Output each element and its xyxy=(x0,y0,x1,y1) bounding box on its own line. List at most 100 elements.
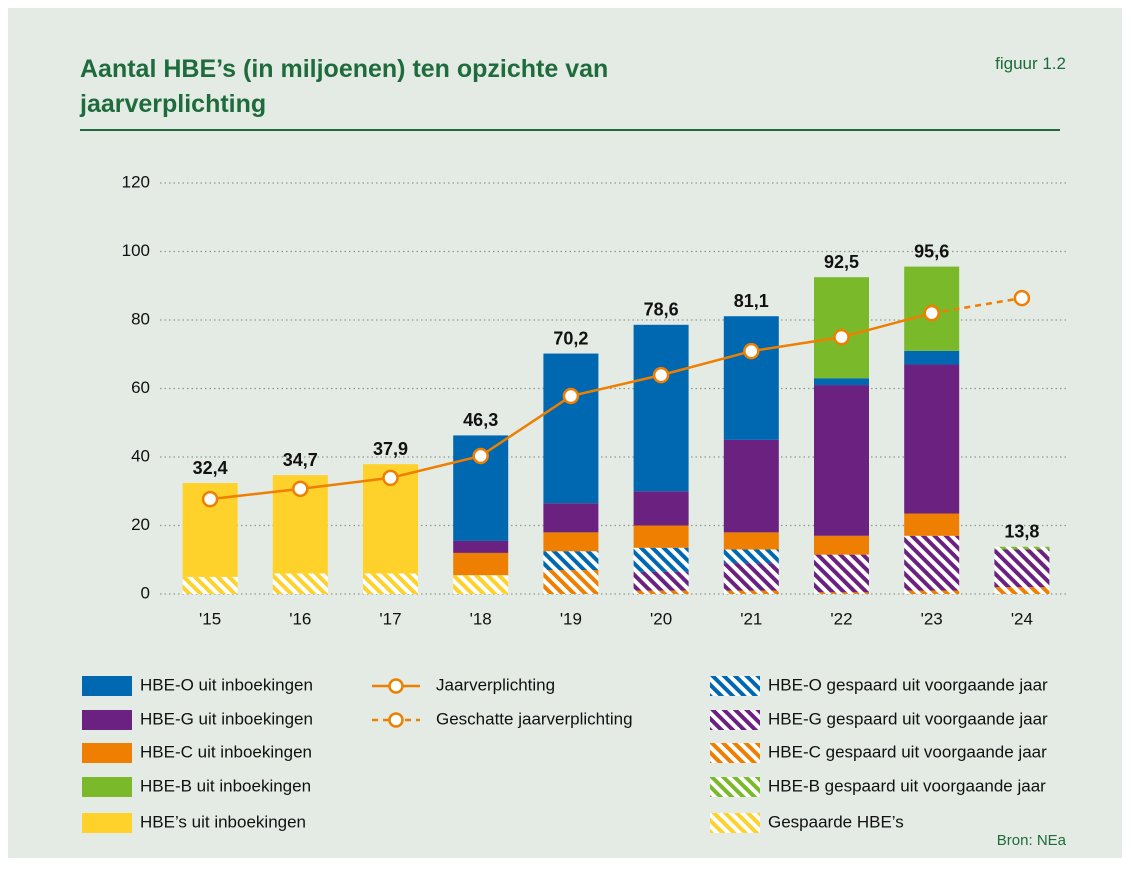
total-label: 37,9 xyxy=(373,439,408,459)
line-marker xyxy=(833,328,850,346)
x-tick-label: '20 xyxy=(650,609,672,628)
x-tick-label: '23 xyxy=(921,609,943,628)
legend-marker xyxy=(388,712,404,728)
total-label: 81,1 xyxy=(734,291,769,311)
bar-segment xyxy=(633,590,689,594)
bar-segment xyxy=(814,385,869,536)
bar-segment xyxy=(814,277,869,379)
y-tick-label: 100 xyxy=(122,241,150,260)
x-tick-label: '22 xyxy=(830,609,852,628)
bar-segment xyxy=(543,353,599,504)
total-label: 13,8 xyxy=(1004,521,1039,541)
bar-segment xyxy=(904,535,960,591)
legend-swatch xyxy=(82,813,132,833)
bar-segment xyxy=(814,592,869,594)
legend-label: HBE-G gespaard uit voorgaande jaar xyxy=(768,709,1048,728)
bar-segment xyxy=(633,571,689,591)
figure-label: figuur 1.2 xyxy=(995,54,1066,73)
line-marker xyxy=(562,387,580,405)
x-tick-label: '18 xyxy=(470,609,492,628)
bar-segment xyxy=(272,573,328,594)
line-marker xyxy=(1013,289,1031,307)
total-label: 34,7 xyxy=(283,450,318,470)
legend-swatch xyxy=(710,710,760,730)
total-label: 70,2 xyxy=(553,328,588,348)
legend-label: HBE-C gespaard uit voorgaande jaar xyxy=(768,742,1047,761)
legend-swatch xyxy=(82,743,132,763)
bar-segment xyxy=(723,532,779,550)
x-tick-label: '16 xyxy=(289,609,311,628)
bar-segment xyxy=(904,350,960,365)
line-marker xyxy=(652,366,670,384)
bar-segment xyxy=(723,563,779,591)
y-tick-label: 20 xyxy=(131,515,150,534)
bar-segment xyxy=(543,570,599,594)
legend-swatch xyxy=(710,777,760,797)
source: Bron: NEa xyxy=(996,832,1066,849)
bar-segment xyxy=(814,378,869,386)
bar-segment xyxy=(182,576,238,594)
line xyxy=(931,296,1023,315)
bar-segment xyxy=(994,546,1050,550)
bar-segment xyxy=(994,549,1050,588)
legend-swatch xyxy=(710,813,760,833)
x-tick-label: '21 xyxy=(740,609,762,628)
y-tick-label: 40 xyxy=(131,446,150,465)
bar-segment xyxy=(814,554,869,593)
bar-segment xyxy=(543,551,599,571)
legend-swatch xyxy=(710,743,760,763)
title-rule xyxy=(80,129,1060,131)
bar-segment xyxy=(723,549,779,564)
bar-segment xyxy=(723,590,779,594)
total-label: 46,3 xyxy=(463,410,498,430)
legend-label: HBE-B gespaard uit voorgaande jaar xyxy=(768,776,1046,795)
total-label: 95,6 xyxy=(914,241,949,261)
total-label: 92,5 xyxy=(824,252,859,272)
legend-swatch xyxy=(82,710,132,730)
line-marker xyxy=(201,490,219,508)
legend-marker xyxy=(388,678,404,694)
bar-segment xyxy=(723,439,779,533)
bar-segment xyxy=(633,324,689,492)
legend-label: Geschatte jaarverplichting xyxy=(436,709,633,728)
bar-segment xyxy=(363,573,418,594)
legend-label: HBE-G uit inboekingen xyxy=(140,709,313,728)
y-tick-label: 0 xyxy=(141,583,150,602)
line-marker xyxy=(292,480,309,498)
bar-segment xyxy=(633,525,689,548)
line-marker xyxy=(472,447,489,465)
bar-segment xyxy=(453,575,509,594)
bar-segment xyxy=(904,364,960,514)
y-tick-label: 120 xyxy=(122,172,150,191)
legend-label: HBE-B uit inboekingen xyxy=(140,776,311,795)
y-tick-label: 80 xyxy=(131,309,150,328)
x-tick-label: '24 xyxy=(1011,609,1033,628)
legend-swatch xyxy=(82,777,132,797)
bar-segment xyxy=(633,547,689,572)
legend-label: HBE’s uit inboekingen xyxy=(140,812,306,831)
total-label: 78,6 xyxy=(644,300,679,320)
y-tick-label: 60 xyxy=(131,378,150,397)
legend-swatch xyxy=(82,676,132,696)
bar-segment xyxy=(904,513,960,536)
total-label: 32,4 xyxy=(193,458,228,478)
bar-segment xyxy=(633,491,689,526)
bar-segment xyxy=(453,540,509,553)
legend-swatch xyxy=(710,676,760,696)
chart-title: Aantal HBE’s (in miljoenen) ten opzichte… xyxy=(80,55,609,118)
bar-segment xyxy=(543,503,599,533)
line-marker xyxy=(382,469,399,487)
legend-label: HBE-O gespaard uit voorgaande jaar xyxy=(768,675,1048,694)
bar-segment xyxy=(453,552,509,576)
legend-label: HBE-O uit inboekingen xyxy=(140,675,313,694)
legend-label: HBE-C uit inboekingen xyxy=(140,742,312,761)
x-tick-label: '15 xyxy=(199,609,221,628)
x-tick-label: '17 xyxy=(379,609,401,628)
bar-segment xyxy=(723,316,779,440)
bar-segment xyxy=(994,587,1050,594)
legend-label: Jaarverplichting xyxy=(436,675,555,694)
bar-segment xyxy=(814,535,869,555)
bar-segment xyxy=(543,532,599,552)
